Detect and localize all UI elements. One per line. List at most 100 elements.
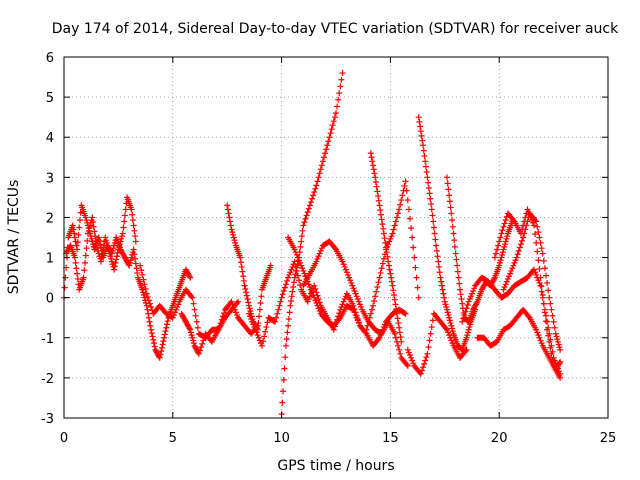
data-point <box>409 234 416 241</box>
data-point <box>126 262 133 269</box>
data-point <box>316 299 323 306</box>
data-point <box>130 222 137 229</box>
data-point <box>553 333 560 340</box>
data-point <box>424 350 431 357</box>
data-point <box>322 150 329 157</box>
data-point <box>243 292 250 299</box>
data-point <box>316 308 323 315</box>
x-tick-label: 25 <box>600 431 617 446</box>
data-point <box>173 306 180 313</box>
data-point <box>75 231 82 238</box>
data-point <box>235 298 242 305</box>
data-point <box>143 302 150 309</box>
data-point <box>272 318 279 325</box>
data-point <box>438 282 445 289</box>
data-point <box>378 216 385 223</box>
data-point <box>427 195 434 202</box>
data-point <box>403 187 410 194</box>
data-point <box>538 340 545 347</box>
data-point <box>267 262 274 269</box>
data-point <box>145 297 152 304</box>
data-point <box>256 306 263 313</box>
data-point <box>230 231 237 238</box>
data-point <box>458 296 465 303</box>
data-point <box>344 271 351 278</box>
data-point <box>85 227 92 234</box>
data-point <box>536 334 543 341</box>
data-point <box>317 166 324 173</box>
data-point <box>463 305 470 312</box>
data-point <box>293 251 300 258</box>
data-point <box>462 308 469 315</box>
data-point <box>91 228 98 235</box>
data-point <box>341 296 348 303</box>
data-point <box>343 269 350 276</box>
data-point <box>452 250 459 257</box>
data-point <box>264 319 271 326</box>
data-point <box>105 245 112 252</box>
data-point <box>298 233 305 240</box>
data-point <box>175 301 182 308</box>
data-point <box>466 324 473 331</box>
plot-frame <box>63 56 609 419</box>
data-point <box>310 291 317 298</box>
data-point <box>428 324 435 331</box>
data-point <box>163 321 170 328</box>
data-point <box>414 284 421 291</box>
data-point <box>443 304 450 311</box>
data-point <box>404 197 411 204</box>
y-tick-label: -3 <box>41 412 54 427</box>
data-point <box>339 301 346 308</box>
data-point <box>161 331 168 338</box>
data-point <box>465 298 472 305</box>
data-point <box>312 185 319 192</box>
data-point <box>545 287 552 294</box>
data-point <box>408 225 415 232</box>
data-point <box>315 174 322 181</box>
data-point <box>541 309 548 316</box>
data-point <box>89 238 96 245</box>
data-point <box>390 226 397 233</box>
data-point <box>291 274 298 281</box>
data-point <box>313 182 320 189</box>
data-point <box>112 259 119 266</box>
data-point <box>106 250 113 257</box>
series-sat-m <box>404 310 470 377</box>
data-point <box>256 313 263 320</box>
data-point <box>500 286 507 293</box>
data-point <box>408 354 415 361</box>
data-point <box>128 254 135 261</box>
data-point <box>333 110 339 117</box>
data-point <box>438 278 445 285</box>
data-point <box>230 234 237 241</box>
data-point <box>504 275 511 282</box>
data-point <box>97 258 104 265</box>
data-point <box>107 253 114 260</box>
data-point <box>311 294 318 301</box>
data-point <box>429 317 436 324</box>
data-point <box>376 334 383 341</box>
data-point <box>309 289 316 296</box>
data-point <box>110 245 117 252</box>
series-sat-n <box>443 174 516 325</box>
data-point <box>117 238 124 245</box>
data-point <box>534 223 541 230</box>
data-point <box>392 301 399 308</box>
data-point <box>139 271 146 278</box>
data-point <box>280 287 287 294</box>
data-point <box>443 174 450 181</box>
data-point <box>293 267 300 274</box>
data-point <box>84 237 91 244</box>
data-point <box>192 312 199 319</box>
data-point <box>158 348 165 355</box>
data-point <box>62 274 69 281</box>
data-point <box>544 326 551 333</box>
data-point <box>368 154 375 161</box>
data-point <box>314 292 321 299</box>
data-point <box>470 287 477 294</box>
data-point <box>415 114 422 121</box>
data-point <box>324 142 331 149</box>
data-point <box>442 325 449 332</box>
data-point <box>353 293 360 300</box>
data-point <box>404 346 411 353</box>
